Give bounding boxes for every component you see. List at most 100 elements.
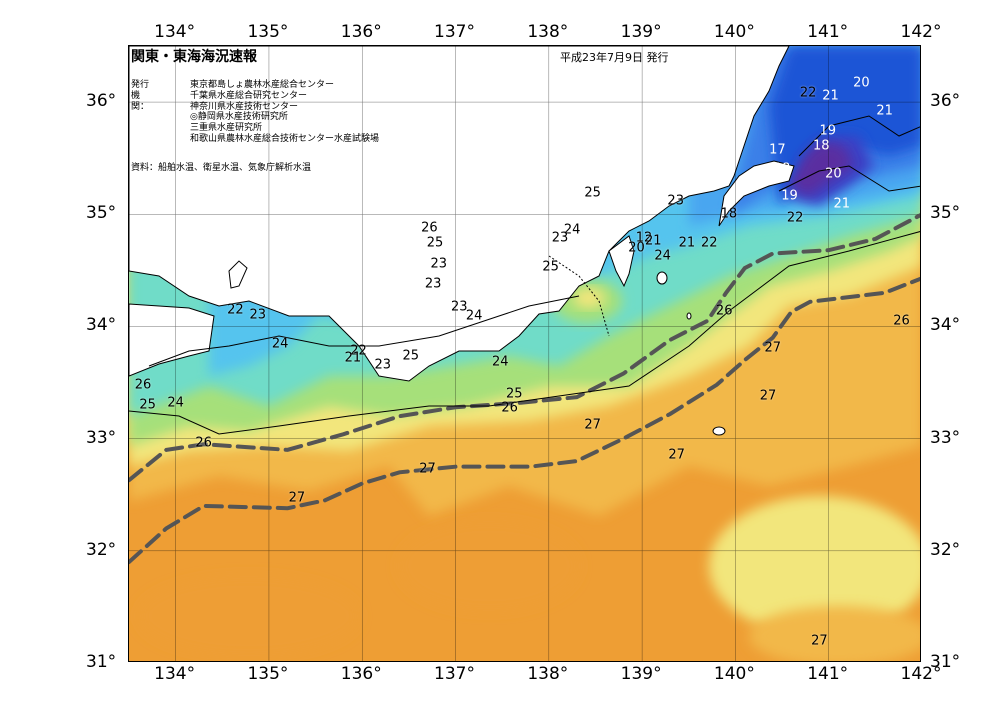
temperature-label: 24 xyxy=(492,354,509,370)
latitude-tick-right: 33° xyxy=(930,427,961,448)
longitude-tick-top: 137° xyxy=(434,22,475,42)
organizations-label: 発行機関： xyxy=(131,80,150,112)
cool-patch-27 xyxy=(749,606,920,661)
temperature-label: 12 xyxy=(635,230,653,246)
longitude-tick-bottom: 135° xyxy=(247,664,289,684)
latitude-tick-right: 35° xyxy=(930,203,961,224)
temperature-label: 22 xyxy=(701,235,718,251)
organization-item: 東京都島しょ農林水産総合センター xyxy=(190,80,335,90)
temperature-label: 18 xyxy=(720,206,738,222)
temperature-label: 20 xyxy=(825,166,842,182)
temperature-label: 23 xyxy=(249,307,267,323)
data-sources: 資料：船舶水温、衛星水温、気象庁解析水温 xyxy=(131,163,312,173)
temperature-label: 24 xyxy=(167,395,184,411)
map-canvas xyxy=(129,46,920,661)
temperature-label: 22 xyxy=(227,302,244,318)
temperature-label: 27 xyxy=(759,388,777,404)
kuroshio-axis-line xyxy=(129,276,920,565)
temperature-label: 25 xyxy=(542,259,559,275)
temperature-label: 23 xyxy=(551,230,569,246)
temperature-label: 26 xyxy=(715,303,733,319)
graticule-grid xyxy=(129,46,920,661)
longitude-tick-bottom: 141° xyxy=(807,664,849,684)
longitude-tick-bottom: 142° xyxy=(900,664,942,684)
temperature-label: 18 xyxy=(812,138,830,154)
organizations-list: 東京都島しょ農林水産総合センター 千葉県水産総合研究センター 神奈川県水産技術セ… xyxy=(190,80,430,145)
temp-zone-17-18 xyxy=(789,141,854,196)
temperature-label: 26 xyxy=(195,435,212,451)
awaji-island xyxy=(228,260,248,289)
latitude-tick-left: 33° xyxy=(86,427,117,448)
temperature-label: 23 xyxy=(667,193,684,209)
temperature-label: 27 xyxy=(764,340,781,356)
temperature-label: 26 xyxy=(421,220,438,236)
temperature-label: 22 xyxy=(799,85,817,101)
warm-patch-28b xyxy=(399,521,579,611)
temperature-label: 27 xyxy=(811,633,828,649)
longitude-tick-bottom: 134° xyxy=(154,664,196,684)
temperature-label: 23 xyxy=(374,357,392,373)
longitude-tick-bottom: 140° xyxy=(713,664,755,684)
temperature-label: 23 xyxy=(450,299,468,315)
shikoku-land xyxy=(129,303,215,377)
organization-item: 和歌山県農林水産総合技術センター水産試験場 xyxy=(190,133,380,144)
miyakejima xyxy=(686,312,692,320)
temperature-label: 21 xyxy=(344,350,362,366)
temperature-label: 26 xyxy=(134,377,152,393)
organization-item: ◎静岡県水産技術研究所 xyxy=(190,112,288,123)
longitude-tick-top: 136° xyxy=(340,22,382,42)
hachijojima xyxy=(712,426,726,436)
temperature-label: 23 xyxy=(430,256,448,272)
temperature-label: 21 xyxy=(678,235,696,251)
kuroshio-axis-lines xyxy=(129,213,920,565)
map-title: 関東・東海海況速報 xyxy=(131,49,257,65)
latitude-tick-left: 31° xyxy=(86,652,117,672)
warm-patch-28 xyxy=(139,576,359,656)
temperature-label: 26 xyxy=(893,313,910,329)
longitude-tick-top: 139° xyxy=(620,22,662,42)
temperature-label: 24 xyxy=(654,248,671,264)
temperature-label: 27 xyxy=(419,461,436,477)
temperature-label: 17 xyxy=(769,142,786,158)
temperature-label: 21 xyxy=(645,233,662,249)
izu-peninsula xyxy=(608,235,635,288)
organization-item: 神奈川県水産技術センター xyxy=(190,101,299,112)
longitude-tick-bottom: 138° xyxy=(527,664,569,684)
latitude-tick-left: 34° xyxy=(86,315,117,336)
temperature-label: 19 xyxy=(781,188,798,204)
longitude-tick-bottom: 139° xyxy=(620,664,662,684)
temperature-label: 20 xyxy=(853,75,870,91)
temperature-label: 25 xyxy=(584,185,601,201)
latitude-tick-right: 34° xyxy=(930,315,961,336)
latitude-tick-right: 36° xyxy=(930,91,961,112)
sea-temperature-map: 22 21 20 21 19 18 17 18 20 19 21 22 18 23 25 24 23 25 12 21… xyxy=(128,45,921,662)
longitude-tick-top: 135° xyxy=(247,22,289,42)
cool-patch-26 xyxy=(709,496,920,636)
longitude-tick-top: 140° xyxy=(713,22,755,42)
temperature-label: 25 xyxy=(139,397,156,413)
temperature-label: 19 xyxy=(819,123,837,139)
warm-eddy-26 xyxy=(573,288,605,308)
temperature-label: 20 xyxy=(628,240,645,256)
temperature-label: 21 xyxy=(822,88,839,104)
isotherm-23 xyxy=(148,295,580,367)
latitude-tick-left: 35° xyxy=(86,203,117,224)
temperature-label: 21 xyxy=(876,103,893,119)
kuroshio-axis-line xyxy=(129,213,920,483)
issue-date: 平成23年7月9日 発行 xyxy=(560,51,669,64)
latitude-tick-left: 32° xyxy=(86,539,117,560)
isotherm-lines xyxy=(129,115,920,435)
organization-item: 千葉県水産総合研究センター xyxy=(190,90,308,101)
temperature-label: 27 xyxy=(584,417,601,433)
longitude-tick-top: 142° xyxy=(900,22,942,42)
organization-item: 三重県水産研究所 xyxy=(190,123,263,134)
temperature-label: 25 xyxy=(506,386,523,402)
temperature-label: 23 xyxy=(424,276,442,292)
isotherm-27 xyxy=(548,255,610,337)
temperature-label: 26 xyxy=(501,400,518,416)
longitude-tick-top: 141° xyxy=(807,22,849,42)
latitude-tick-left: 36° xyxy=(86,91,117,112)
temperature-label: 22 xyxy=(350,343,367,359)
latitude-tick-right: 32° xyxy=(930,539,961,560)
temperature-label: 27 xyxy=(288,490,306,506)
